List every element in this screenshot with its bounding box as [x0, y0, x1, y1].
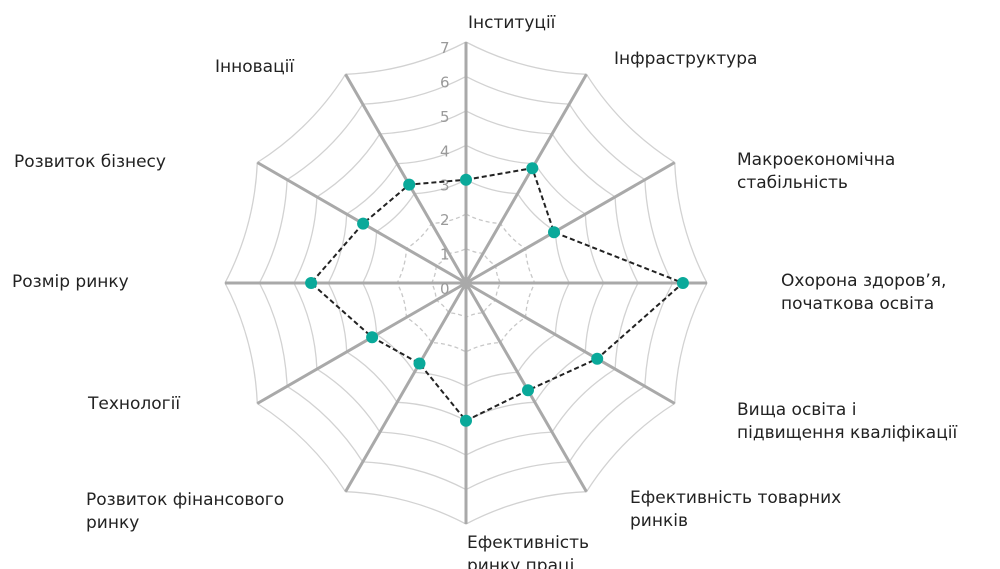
axis-label-line: Розвиток бізнесу — [14, 152, 166, 172]
spoke-9 — [256, 281, 467, 405]
axis-label-line: Інфраструктура — [614, 49, 757, 69]
axis-label-9: Технології — [87, 394, 180, 414]
axis-label-line: Ефективність товарних — [630, 488, 841, 508]
axis-label-2: Інфраструктура — [614, 49, 757, 69]
spoke-8 — [344, 282, 468, 493]
data-point-7 — [460, 414, 472, 427]
axis-label-8: Розвиток фінансового ринку — [86, 490, 284, 533]
data-point-1 — [460, 173, 472, 186]
data-point-12 — [403, 178, 416, 191]
axis-label-line: стабільність — [737, 173, 848, 193]
axis-label-5: Вища освіта і підвищення кваліфікації — [737, 400, 958, 443]
axis-label-3: Макроекономічна стабільність — [737, 150, 895, 193]
tick-label-3: 3 — [440, 177, 450, 195]
data-point-8 — [413, 357, 426, 370]
tick-label-5: 5 — [440, 108, 450, 126]
axis-label-line: Інновації — [215, 57, 294, 77]
data-point-10 — [305, 277, 318, 289]
data-point-6 — [522, 384, 534, 397]
axis-label-4: Охорона здоров’я, початкова освіта — [781, 271, 946, 314]
tick-label-4: 4 — [440, 142, 450, 160]
spoke-5 — [465, 281, 676, 405]
axis-label-line: ринків — [630, 511, 688, 531]
radial-tick-labels: 0 1 2 3 4 5 6 7 — [440, 39, 450, 298]
axis-label-line: початкова освіта — [781, 294, 934, 314]
axis-label-line: Макроекономічна — [737, 150, 895, 170]
axis-label-line: підвищення кваліфікації — [737, 423, 958, 443]
data-series — [305, 162, 689, 427]
axis-label-11: Розвиток бізнесу — [14, 152, 166, 172]
spoke-12 — [344, 73, 468, 284]
tick-label-0: 0 — [440, 280, 450, 298]
axis-label-line: ринку праці — [467, 556, 574, 569]
radar-spokes — [225, 42, 707, 524]
axis-label-12: Інновації — [215, 57, 294, 77]
tick-label-7: 7 — [440, 39, 450, 57]
axis-label-line: Охорона здоров’я, — [781, 271, 946, 291]
axis-label-10: Розмір ринку — [12, 272, 129, 292]
axis-label-line: Вища освіта і — [737, 400, 856, 420]
tick-label-6: 6 — [440, 73, 450, 91]
axis-label-line: Технології — [87, 394, 180, 414]
axis-label-line: Розмір ринку — [12, 272, 129, 292]
axis-label-7: Ефективність ринку праці — [467, 533, 589, 569]
spoke-3 — [465, 161, 676, 285]
tick-label-1: 1 — [440, 246, 450, 264]
data-point-11 — [357, 217, 370, 230]
data-point-2 — [526, 162, 539, 175]
axis-label-6: Ефективність товарних ринків — [630, 488, 841, 531]
tick-label-2: 2 — [440, 211, 450, 229]
data-point-4 — [676, 277, 689, 289]
data-point-5 — [591, 352, 604, 365]
axis-label-line: Ефективність — [467, 533, 589, 553]
axis-label-line: Розвиток фінансового — [86, 490, 284, 510]
data-point-3 — [548, 226, 560, 239]
axis-label-1: Інституції — [468, 13, 556, 33]
axis-label-line: ринку — [86, 513, 139, 533]
spoke-2 — [464, 73, 588, 284]
category-labels: Інституції Інфраструктура Макроекономічна с… — [12, 13, 958, 569]
axis-label-line: Інституції — [468, 13, 556, 33]
data-point-9 — [366, 331, 379, 344]
